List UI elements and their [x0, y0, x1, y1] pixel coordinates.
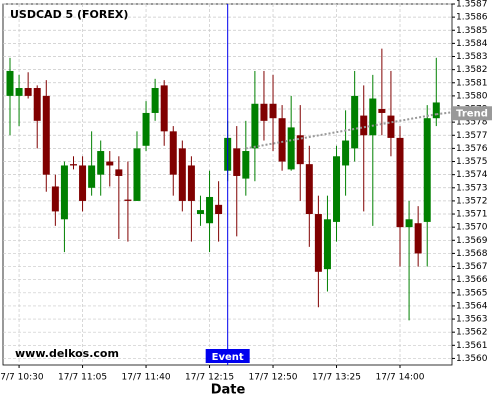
candle-body [187, 165, 195, 201]
candle-body [296, 135, 304, 165]
candle-body [260, 103, 268, 121]
candle-body [51, 186, 59, 212]
candle-body [42, 95, 50, 175]
event-label: Event [212, 352, 244, 363]
y-tick-label: 1.3573 [456, 183, 488, 193]
x-tick-label: 17/7 14:00 [376, 373, 425, 383]
candle-body [360, 115, 368, 136]
y-tick-label: 1.3566 [456, 275, 488, 285]
y-tick-label: 1.3572 [456, 196, 488, 206]
trend-line [245, 113, 437, 150]
y-tick-label: 1.3580 [456, 91, 488, 101]
candle-body [196, 210, 204, 215]
candle-body [387, 115, 395, 138]
candle-body [60, 165, 68, 220]
marks [6, 48, 440, 321]
candle-body [396, 137, 404, 228]
x-tick-label: 17/7 10:30 [0, 373, 44, 383]
candle-body [69, 164, 77, 166]
candle-body [414, 223, 422, 254]
y-tick-label: 1.3582 [456, 65, 488, 75]
candle-body [378, 109, 386, 113]
candle-body [215, 204, 223, 215]
candle-body [314, 214, 322, 272]
watermark: www.delkos.com [15, 347, 119, 360]
y-tick-label: 1.3570 [456, 223, 488, 233]
y-tick-label: 1.3578 [456, 118, 488, 128]
candle-body [287, 127, 295, 170]
candle-body [178, 148, 186, 201]
candle-body [423, 118, 431, 222]
candle-body [15, 88, 23, 96]
y-tick-label: 1.3584 [456, 39, 488, 49]
y-tick-label: 1.3564 [456, 301, 488, 311]
candle-body [124, 199, 132, 201]
candle-body [88, 165, 96, 188]
y-tick-label: 1.3574 [456, 170, 488, 180]
y-tick-label: 1.3586 [456, 13, 488, 23]
candle-body [269, 103, 277, 119]
y-tick-label: 1.3571 [456, 210, 488, 220]
y-tick-label: 1.3563 [456, 315, 488, 325]
candle-body [33, 88, 41, 121]
y-tick-label: 1.3567 [456, 262, 488, 272]
y-tick-label: 1.3575 [456, 157, 488, 167]
x-tick-label: 17/7 12:50 [249, 373, 298, 383]
y-tick-label: 1.3569 [456, 236, 488, 246]
candle-body [305, 164, 313, 215]
candle-body [242, 151, 250, 179]
candle-body [206, 196, 214, 224]
candle-body [6, 70, 14, 96]
x-tick-label: 17/7 11:40 [122, 373, 171, 383]
x-tick-label: 17/7 13:25 [312, 373, 361, 383]
trend-line-extension [436, 111, 453, 116]
x-tick-label: 17/7 12:15 [185, 373, 234, 383]
trend-label-box [452, 106, 492, 121]
y-tick-label: 1.3585 [456, 26, 488, 36]
candle-body [79, 165, 87, 201]
x-tick-label: 17/7 11:05 [58, 373, 107, 383]
candle-body [169, 131, 177, 175]
y-tick-label: 1.3565 [456, 288, 488, 298]
chart-title: USDCAD 5 (FOREX) [10, 8, 128, 21]
y-tick-label: 1.3576 [456, 144, 488, 154]
candle-body [106, 161, 114, 166]
candle-body [342, 140, 350, 166]
candle-body [432, 102, 440, 119]
candle-body [133, 148, 141, 201]
trend-label: Trend [456, 108, 488, 119]
y-tick-label: 1.3581 [456, 78, 488, 88]
candle-body [323, 219, 331, 270]
candle-body [251, 103, 259, 149]
candle-body [115, 169, 123, 176]
candle-body [278, 118, 286, 162]
y-tick-label: 1.3560 [456, 354, 488, 364]
y-tick-label: 1.3562 [456, 328, 488, 338]
candle-body [142, 112, 150, 146]
x-axis-label: Date [211, 383, 246, 398]
candle-body [151, 88, 159, 113]
y-tick-label: 1.3561 [456, 341, 488, 351]
candle-body [369, 98, 377, 136]
candle-body [97, 151, 105, 175]
candle-body [351, 95, 359, 149]
candle-body [24, 88, 32, 96]
candle-body [333, 156, 341, 222]
candle-body [233, 148, 241, 176]
y-tick-label: 1.3583 [456, 52, 488, 62]
candle-body [405, 219, 413, 228]
y-tick-label: 1.3577 [456, 131, 488, 141]
event-label-box [205, 349, 250, 363]
y-tick-label: 1.3568 [456, 249, 488, 259]
y-tick-label: 1.3587 [456, 0, 488, 10]
candle-body [160, 85, 168, 132]
